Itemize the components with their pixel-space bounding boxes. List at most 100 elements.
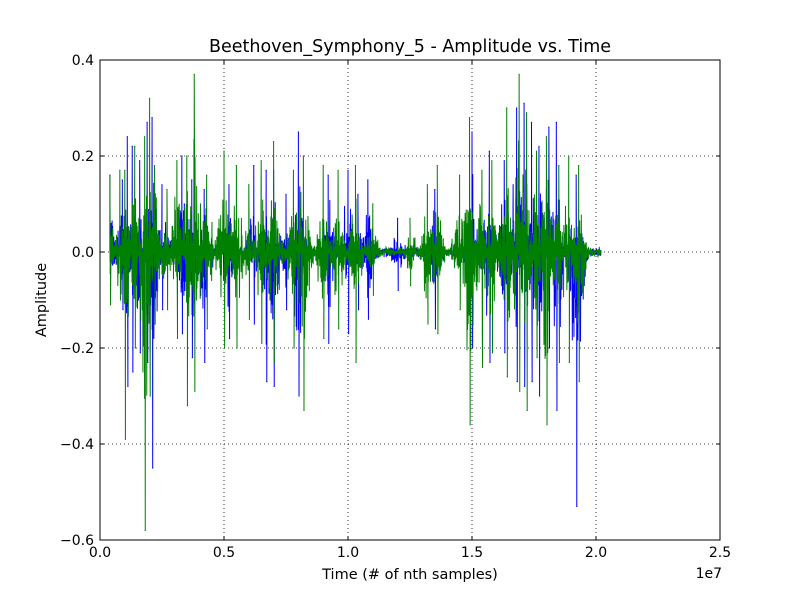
peak-point	[109, 174, 111, 176]
trough-point	[298, 395, 300, 397]
trough-point	[109, 304, 112, 306]
trough-point	[538, 395, 541, 397]
peak-point	[186, 155, 188, 157]
trough-point	[489, 361, 491, 363]
peak-point	[491, 160, 493, 162]
peak-point	[146, 121, 148, 123]
trough-point	[323, 337, 325, 339]
peak-point	[518, 73, 520, 75]
peak-point	[481, 169, 483, 171]
trough-point	[367, 318, 370, 320]
peak-point	[139, 160, 141, 162]
peak-point	[302, 155, 304, 157]
x-tick-label: 1.0	[337, 545, 359, 561]
trough-point	[578, 381, 580, 383]
peak-point	[538, 145, 540, 147]
peak-point	[285, 193, 287, 195]
trough-point	[526, 409, 528, 411]
peak-point	[124, 169, 126, 171]
peak-point	[459, 174, 461, 176]
y-tick-label: −0.4	[60, 437, 94, 453]
trough-point	[504, 352, 506, 354]
peak-point	[575, 174, 577, 176]
peak-point	[409, 217, 411, 219]
trough-point	[348, 333, 350, 335]
trough-point	[191, 357, 193, 359]
peak-point	[535, 150, 538, 152]
peak-point	[248, 184, 250, 186]
trough-point	[149, 395, 151, 397]
trough-point	[273, 361, 275, 363]
trough-point	[491, 352, 494, 354]
x-tick-label: 2.0	[585, 545, 607, 561]
trough-point	[266, 381, 268, 383]
trough-point	[548, 347, 551, 349]
peak-point	[273, 141, 275, 143]
peak-point	[322, 165, 324, 167]
trough-point	[286, 309, 288, 311]
peak-point	[151, 117, 153, 119]
trough-point	[134, 347, 136, 349]
trough-point	[576, 505, 578, 507]
trough-point	[397, 289, 399, 291]
x-axis-label: Time (# of nth samples)	[321, 567, 498, 583]
x-tick-label: 1.5	[461, 545, 483, 561]
peak-point	[525, 112, 528, 114]
trough-point	[427, 323, 429, 325]
y-tick-label: 0.2	[72, 149, 94, 165]
trough-point	[556, 409, 558, 411]
peak-point	[126, 136, 128, 138]
peak-point	[153, 165, 156, 167]
y-tick-label: 0.4	[72, 53, 94, 69]
trough-point	[531, 381, 533, 383]
trough-point	[122, 309, 124, 311]
trough-point	[357, 309, 360, 311]
peak-point	[545, 136, 548, 138]
trough-point	[132, 371, 134, 373]
peak-point	[337, 169, 339, 171]
peak-point	[149, 97, 151, 99]
trough-point	[184, 289, 186, 291]
trough-point	[355, 361, 357, 363]
trough-point	[293, 347, 295, 349]
trough-point	[524, 385, 526, 387]
peak-point	[367, 179, 369, 181]
trough-point	[338, 328, 340, 330]
series-line	[109, 73, 602, 531]
chart-title: Beethoven_Symphony_5 - Amplitude vs. Tim…	[209, 37, 611, 57]
trough-point	[328, 342, 330, 344]
peak-point	[516, 107, 518, 109]
x-tick-label: 2.5	[709, 545, 731, 561]
peak-point	[568, 155, 570, 157]
y-tick-label: −0.6	[60, 533, 94, 549]
trough-point	[194, 390, 196, 392]
trough-point	[261, 342, 263, 344]
peak-point	[191, 179, 193, 181]
peak-point	[193, 73, 195, 75]
peak-point	[523, 102, 525, 104]
trough-point	[228, 337, 231, 339]
trough-point	[144, 529, 146, 532]
peak-point	[354, 165, 357, 167]
peak-point	[347, 169, 349, 171]
peak-point	[265, 169, 267, 171]
trough-point	[469, 424, 471, 426]
peak-point	[372, 203, 374, 205]
x-tick-label: 0.0	[89, 545, 111, 561]
trough-point	[119, 299, 122, 301]
trough-point	[162, 309, 164, 311]
trough-point	[139, 352, 141, 354]
trough-point	[303, 409, 305, 411]
peak-point	[436, 165, 438, 167]
peak-point	[166, 189, 168, 191]
trough-point	[176, 337, 179, 339]
trough-point	[154, 323, 156, 325]
peak-point	[471, 131, 473, 133]
peak-point	[181, 155, 183, 157]
peak-point	[176, 160, 178, 162]
trough-point	[127, 385, 129, 387]
peak-point	[260, 160, 262, 162]
peak-point	[144, 136, 146, 138]
trough-point	[472, 347, 474, 349]
